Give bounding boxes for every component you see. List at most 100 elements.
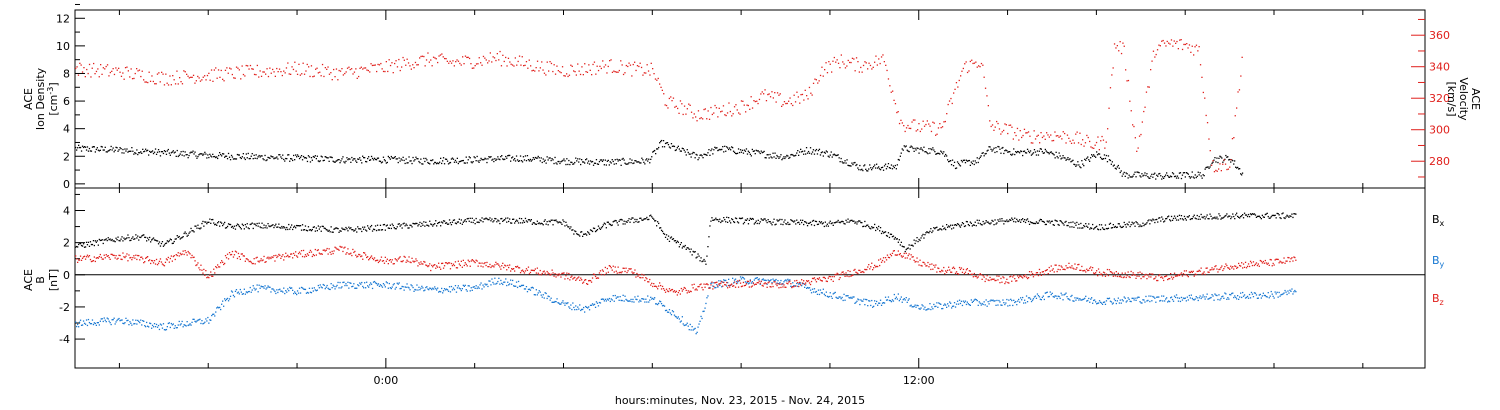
density-point [255, 154, 257, 156]
by-point [112, 319, 114, 321]
velocity-point [642, 74, 644, 76]
by-point [1071, 294, 1073, 297]
bz-point [402, 260, 404, 262]
by-point [1138, 296, 1140, 298]
by-point [255, 288, 257, 290]
bx-point [1184, 217, 1186, 220]
by-point [438, 291, 440, 293]
velocity-point [147, 81, 149, 84]
bx-point [1259, 216, 1261, 219]
density-point [892, 165, 894, 167]
bx-point [476, 221, 478, 223]
by-point [889, 300, 892, 302]
by-point [123, 323, 125, 325]
bx-point [147, 237, 149, 239]
bx-point [717, 219, 719, 221]
density-point [700, 154, 702, 156]
velocity-point [190, 76, 192, 78]
by-point [247, 291, 249, 293]
density-point [1241, 172, 1244, 174]
bx-point [907, 247, 909, 249]
by-point [1139, 301, 1141, 303]
density-point [229, 159, 232, 161]
density-point [684, 151, 686, 153]
bz-point [109, 258, 111, 260]
by-point [1265, 295, 1267, 298]
by-point [1105, 300, 1108, 302]
velocity-point [195, 80, 197, 82]
bx-point [786, 223, 788, 225]
bx-point [687, 247, 689, 249]
bx-point [1141, 225, 1143, 227]
density-point [377, 157, 380, 159]
bx-point [92, 240, 95, 242]
bx-point [260, 227, 262, 229]
velocity-point [700, 117, 702, 119]
bx-point [240, 228, 242, 230]
bx-point [1250, 214, 1253, 216]
bx-point [341, 227, 343, 229]
density-point [145, 148, 147, 150]
bz-point [401, 261, 403, 263]
bx-point [380, 229, 383, 231]
by-point [744, 281, 747, 283]
velocity-point [1229, 166, 1231, 168]
density-point [956, 161, 959, 163]
by-point [714, 287, 716, 289]
density-point [1004, 150, 1006, 152]
by-point [989, 300, 991, 302]
density-point [601, 160, 604, 162]
by-point [605, 300, 607, 302]
by-point [372, 281, 375, 283]
by-point [111, 319, 113, 321]
density-point [204, 151, 206, 153]
bx-point [306, 230, 309, 232]
velocity-point [886, 69, 888, 72]
by-point [1085, 295, 1087, 297]
bx-point [112, 240, 114, 242]
density-point [751, 148, 753, 151]
velocity-point [392, 72, 394, 74]
bz-point [130, 256, 132, 259]
by-point [347, 281, 349, 283]
bx-point [1159, 217, 1161, 219]
bx-point [235, 225, 238, 227]
velocity-point [654, 78, 657, 80]
velocity-point [530, 65, 532, 67]
density-point [990, 148, 992, 150]
by-point [840, 298, 842, 300]
velocity-point [607, 65, 609, 68]
by-point [1269, 295, 1271, 297]
velocity-point [204, 75, 206, 77]
velocity-point [502, 54, 504, 56]
by-point [1019, 301, 1021, 303]
bx-point [598, 227, 601, 229]
velocity-point [560, 72, 562, 74]
by-point [1213, 299, 1215, 301]
bx-point [661, 230, 664, 233]
bx-point [504, 219, 506, 221]
velocity-point [1186, 43, 1188, 45]
density-point [965, 159, 967, 161]
bx-point [1043, 221, 1045, 223]
bz-point [160, 261, 163, 263]
bx-point [827, 225, 829, 227]
bx-point [78, 243, 80, 246]
velocity-point [552, 70, 554, 73]
bz-point [214, 272, 216, 274]
density-point [1226, 156, 1228, 158]
density-point [169, 154, 171, 156]
density-point [551, 158, 553, 160]
bx-point [726, 216, 728, 218]
by-point [1000, 304, 1002, 306]
density-point [656, 148, 658, 150]
bz-point [154, 263, 157, 265]
density-point [797, 150, 799, 152]
by-point [586, 306, 588, 308]
by-point [132, 319, 134, 321]
density-point [947, 159, 949, 161]
by-point [804, 286, 806, 288]
density-point [1102, 158, 1105, 160]
density-point [1063, 157, 1065, 159]
density-point [412, 156, 414, 159]
